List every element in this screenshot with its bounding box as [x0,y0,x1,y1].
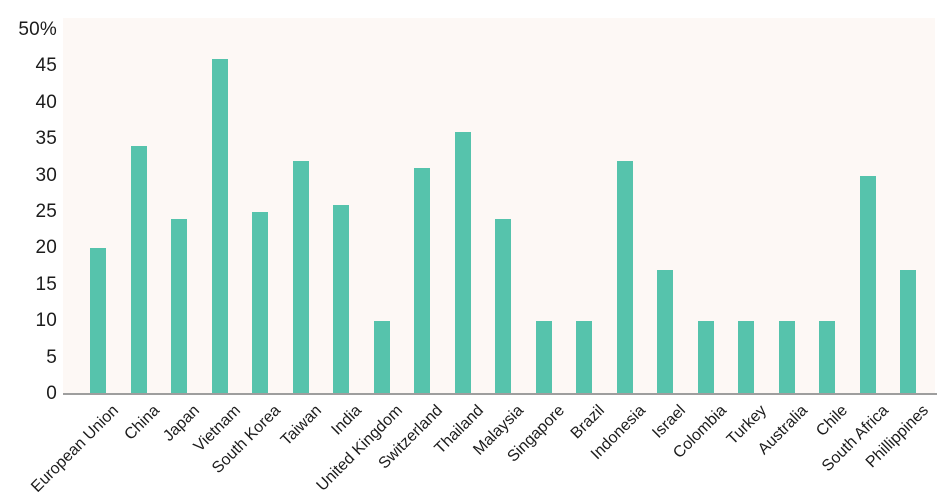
y-tick-label: 20 [35,237,57,259]
y-tick-label: 15 [35,273,57,295]
bar-china [130,146,147,394]
bar-turkey [738,321,754,394]
bar-south-korea [252,212,268,394]
y-tick-label: 50% [18,19,57,40]
bar-israel [657,270,673,394]
y-tick-label: 35 [35,128,57,150]
bar-european-union [90,248,106,394]
bar-indonesia [616,161,633,394]
bar-colombia [697,321,714,394]
bar-india [333,204,349,394]
bar-united-kingdom [373,321,390,394]
y-tick-label: 40 [35,91,57,113]
y-tick-label: 45 [35,55,57,77]
bar-vietnam [211,59,228,394]
bar-south-africa [859,175,876,394]
plot-area [63,18,935,394]
bar-phillippines [900,270,916,394]
y-tick-label: 0 [46,383,57,404]
y-tick-label: 25 [35,201,57,222]
bar-switzerland [414,168,430,394]
y-tick-label: 5 [46,346,57,368]
bar-brazil [576,321,592,394]
bar-thailand [454,131,471,394]
bar-malaysia [495,219,511,394]
y-tick-label: 30 [35,164,57,186]
bar-chile [819,321,835,394]
bar-japan [171,219,187,394]
bar-singapore [535,321,552,394]
bar-taiwan [292,161,309,394]
y-tick-label: 10 [35,310,57,332]
x-axis-line [63,393,937,395]
bar-australia [778,321,795,394]
